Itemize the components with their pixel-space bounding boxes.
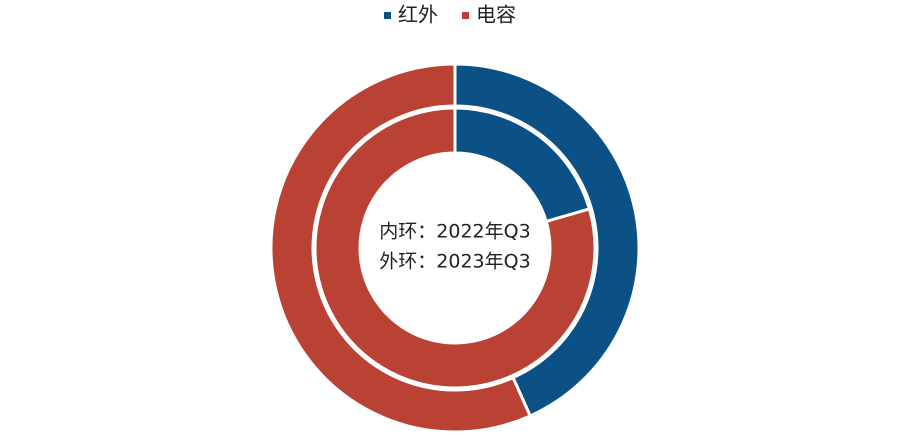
donut-segment xyxy=(269,62,533,434)
annotation: 外环：2023年Q3 xyxy=(379,251,530,273)
annotation: 内环：2022年Q3 xyxy=(379,221,530,243)
legend-swatch xyxy=(384,12,391,19)
legend-swatch xyxy=(462,12,469,19)
donut-segment xyxy=(453,62,641,418)
donut-segment xyxy=(313,106,597,390)
legend-label: 电容 xyxy=(476,3,516,27)
legend-label: 红外 xyxy=(398,3,438,27)
